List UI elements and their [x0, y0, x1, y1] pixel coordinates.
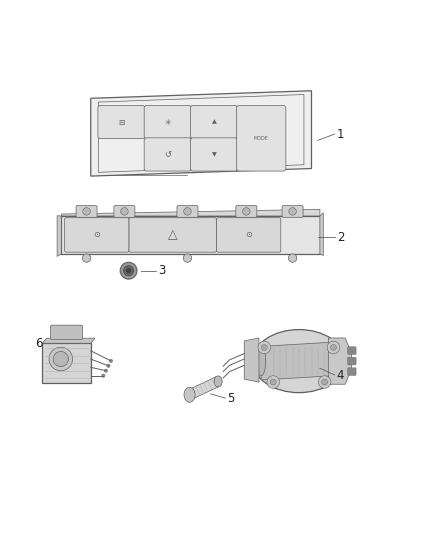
Circle shape	[288, 254, 297, 262]
FancyBboxPatch shape	[76, 206, 97, 217]
Text: 3: 3	[158, 264, 166, 277]
FancyBboxPatch shape	[236, 206, 257, 217]
Circle shape	[184, 208, 191, 215]
FancyBboxPatch shape	[42, 343, 91, 383]
Polygon shape	[91, 91, 311, 176]
FancyBboxPatch shape	[348, 347, 356, 354]
Circle shape	[104, 369, 108, 373]
FancyBboxPatch shape	[177, 206, 198, 217]
Text: MODE: MODE	[254, 136, 268, 141]
Text: 5: 5	[227, 392, 235, 406]
Circle shape	[82, 254, 91, 262]
Ellipse shape	[184, 387, 195, 402]
Polygon shape	[61, 209, 320, 216]
Circle shape	[53, 351, 68, 367]
Circle shape	[120, 262, 137, 279]
Circle shape	[183, 254, 192, 262]
Text: ↺: ↺	[164, 150, 171, 159]
Circle shape	[289, 208, 297, 215]
Polygon shape	[42, 338, 95, 343]
Ellipse shape	[214, 376, 222, 387]
Text: ⊙: ⊙	[245, 230, 252, 239]
Circle shape	[243, 208, 250, 215]
FancyBboxPatch shape	[51, 325, 82, 340]
FancyBboxPatch shape	[282, 206, 303, 217]
Circle shape	[120, 208, 128, 215]
Text: ⊟: ⊟	[118, 118, 125, 126]
Text: 2: 2	[337, 231, 344, 244]
Text: ▲: ▲	[212, 119, 216, 125]
Polygon shape	[244, 338, 259, 382]
Circle shape	[49, 347, 73, 371]
Circle shape	[270, 379, 276, 385]
FancyBboxPatch shape	[114, 206, 135, 217]
FancyBboxPatch shape	[129, 217, 216, 252]
FancyBboxPatch shape	[144, 138, 191, 171]
Text: △: △	[168, 229, 177, 241]
Circle shape	[327, 341, 340, 354]
FancyBboxPatch shape	[237, 106, 286, 171]
Polygon shape	[61, 216, 320, 254]
FancyBboxPatch shape	[98, 106, 145, 139]
Text: 1: 1	[337, 127, 344, 141]
Circle shape	[258, 341, 271, 354]
Ellipse shape	[253, 329, 345, 393]
Polygon shape	[320, 213, 323, 255]
FancyBboxPatch shape	[144, 106, 191, 139]
FancyBboxPatch shape	[191, 106, 237, 139]
Polygon shape	[328, 338, 351, 384]
Circle shape	[321, 379, 328, 385]
Circle shape	[331, 344, 336, 350]
Circle shape	[102, 374, 105, 377]
Polygon shape	[57, 216, 61, 256]
FancyBboxPatch shape	[348, 357, 356, 365]
Text: 6: 6	[35, 336, 42, 350]
Circle shape	[107, 364, 110, 367]
Text: ✳: ✳	[165, 118, 171, 126]
FancyBboxPatch shape	[348, 368, 356, 375]
Text: ⊙: ⊙	[93, 230, 100, 239]
Text: 4: 4	[337, 369, 344, 382]
Circle shape	[109, 359, 113, 362]
Circle shape	[267, 376, 279, 389]
Circle shape	[261, 344, 267, 350]
Circle shape	[83, 208, 90, 215]
FancyBboxPatch shape	[216, 217, 281, 252]
Polygon shape	[261, 342, 332, 380]
FancyBboxPatch shape	[65, 217, 129, 252]
Circle shape	[318, 376, 331, 389]
FancyBboxPatch shape	[191, 138, 237, 171]
Ellipse shape	[256, 346, 266, 376]
Polygon shape	[187, 377, 220, 399]
Circle shape	[124, 265, 134, 276]
Text: ▼: ▼	[212, 152, 216, 157]
Circle shape	[127, 269, 131, 273]
